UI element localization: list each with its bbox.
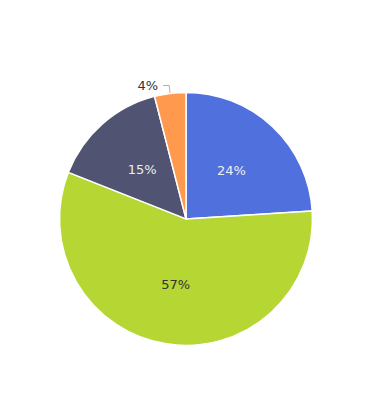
svg-text:24%: 24% [217,163,246,178]
svg-text:15%: 15% [128,162,157,177]
svg-text:4%: 4% [138,78,159,93]
svg-text:57%: 57% [161,277,190,292]
